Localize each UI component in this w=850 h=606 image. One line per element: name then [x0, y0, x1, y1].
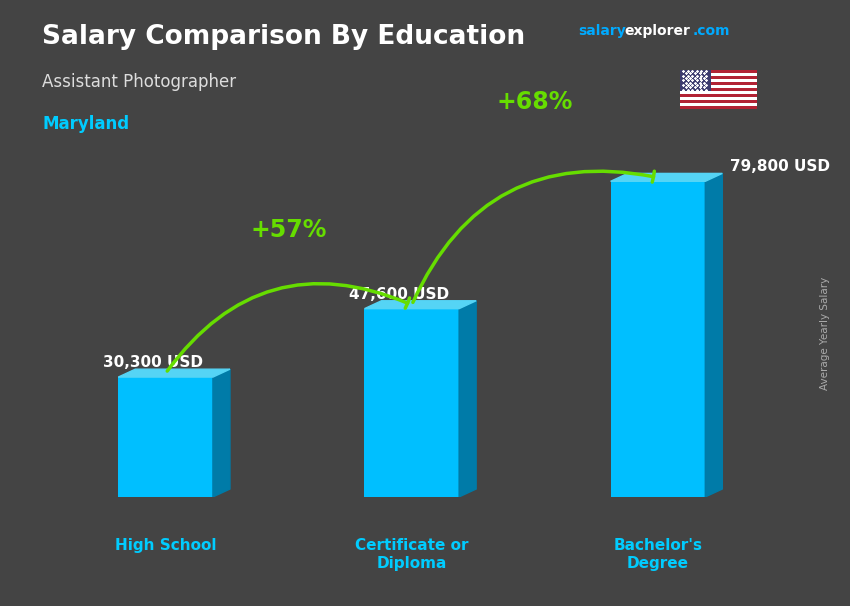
Bar: [680, 106, 756, 109]
Text: 30,300 USD: 30,300 USD: [103, 355, 203, 370]
Bar: [680, 79, 756, 82]
Bar: [680, 103, 756, 106]
Bar: [118, 377, 213, 497]
Text: 79,800 USD: 79,800 USD: [730, 159, 830, 174]
Text: Maryland: Maryland: [42, 115, 129, 133]
Bar: [680, 88, 756, 91]
Bar: [680, 91, 756, 94]
Text: Average Yearly Salary: Average Yearly Salary: [819, 277, 830, 390]
Text: .com: .com: [693, 24, 730, 38]
Text: salary: salary: [578, 24, 626, 38]
Text: Assistant Photographer: Assistant Photographer: [42, 73, 236, 91]
Polygon shape: [213, 369, 230, 497]
Bar: [680, 97, 756, 100]
Bar: [365, 308, 459, 497]
Text: Bachelor's
Degree: Bachelor's Degree: [614, 538, 702, 571]
Polygon shape: [459, 301, 476, 497]
Polygon shape: [610, 173, 722, 181]
Bar: [680, 85, 756, 88]
Text: 47,600 USD: 47,600 USD: [349, 287, 450, 302]
Text: explorer: explorer: [625, 24, 690, 38]
Bar: [610, 181, 706, 497]
Text: Salary Comparison By Education: Salary Comparison By Education: [42, 24, 525, 50]
Bar: [680, 82, 756, 85]
Polygon shape: [706, 173, 722, 497]
Text: High School: High School: [115, 538, 217, 553]
Text: Certificate or
Diploma: Certificate or Diploma: [355, 538, 468, 571]
Bar: [680, 76, 756, 79]
Bar: [680, 100, 756, 103]
Bar: [680, 70, 756, 73]
Text: +57%: +57%: [251, 218, 327, 242]
Bar: [680, 94, 756, 97]
Polygon shape: [118, 369, 230, 377]
Bar: [680, 70, 711, 91]
Text: +68%: +68%: [496, 90, 573, 115]
Bar: [680, 73, 756, 76]
Polygon shape: [365, 301, 476, 308]
